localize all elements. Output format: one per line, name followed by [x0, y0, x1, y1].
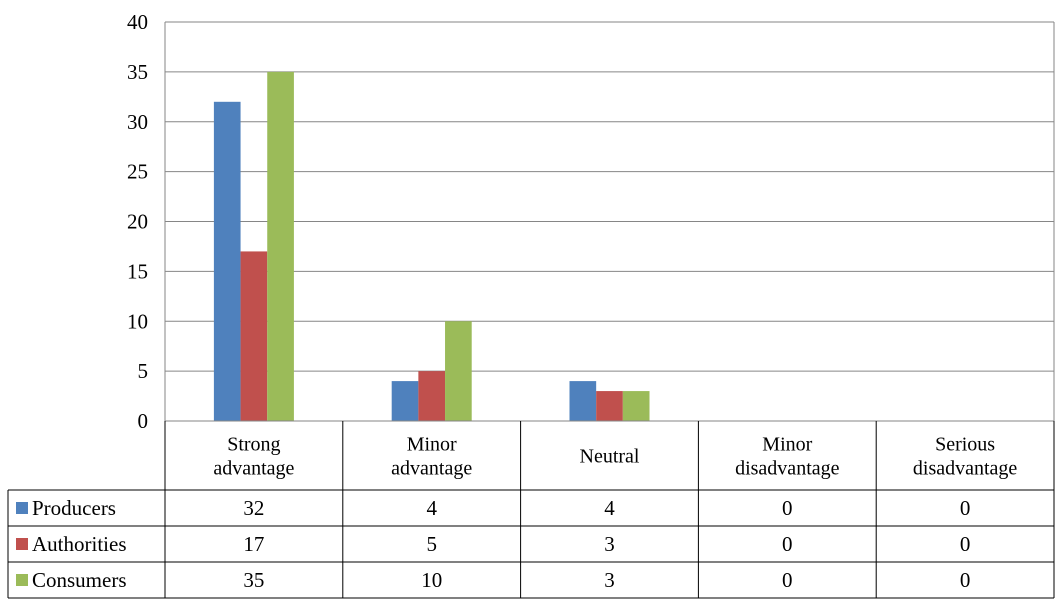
bar [267, 71, 294, 421]
bar [596, 391, 623, 421]
data-label: 10 [421, 568, 442, 592]
category-label: Strong advantage [213, 434, 294, 480]
bar [622, 391, 650, 421]
data-label: 32 [243, 496, 264, 520]
y-axis-ticks: 0 5 10 15 20 25 30 35 40 [127, 10, 148, 433]
data-label: 3 [604, 568, 615, 592]
data-label: 35 [243, 568, 264, 592]
data-label: 0 [960, 496, 971, 520]
data-table: Strong advantage Minor advantage Neutral Mino… [7, 421, 1055, 599]
category-label: Minor disadvantage [735, 434, 840, 480]
data-label: 0 [782, 496, 793, 520]
legend-swatch [16, 574, 28, 586]
category-label: Serious disadvantage [913, 434, 1018, 480]
gridlines [165, 21, 1054, 372]
data-label: 0 [782, 532, 793, 556]
y-tick-label: 20 [127, 210, 148, 234]
data-label: 4 [604, 496, 615, 520]
bar [418, 371, 446, 421]
data-label: 4 [426, 496, 437, 520]
data-label: 0 [960, 568, 971, 592]
legend-label: Producers [32, 496, 116, 520]
y-tick-label: 15 [127, 259, 148, 283]
data-label: 3 [604, 532, 615, 556]
legend-swatch [16, 538, 28, 550]
axes [164, 21, 1055, 422]
y-tick-label: 5 [138, 359, 149, 383]
data-label: 0 [782, 568, 793, 592]
legend-swatch [16, 502, 28, 514]
y-tick-label: 25 [127, 160, 148, 184]
legend-label: Authorities [32, 532, 127, 556]
category-label: Minor advantage [391, 434, 472, 480]
y-tick-label: 35 [127, 60, 148, 84]
legend-label: Consumers [32, 568, 127, 592]
category-label: Neutral [580, 446, 640, 468]
y-tick-label: 40 [127, 10, 148, 34]
data-label: 5 [426, 532, 437, 556]
bar [391, 381, 419, 421]
bar [213, 101, 241, 422]
data-label: 17 [243, 532, 264, 556]
bar [445, 321, 472, 421]
bars [213, 71, 650, 422]
y-tick-label: 30 [127, 110, 148, 134]
bar [240, 251, 268, 421]
y-tick-label: 10 [127, 309, 148, 333]
data-label: 0 [960, 532, 971, 556]
y-tick-label: 0 [138, 409, 149, 433]
bar [569, 381, 597, 421]
